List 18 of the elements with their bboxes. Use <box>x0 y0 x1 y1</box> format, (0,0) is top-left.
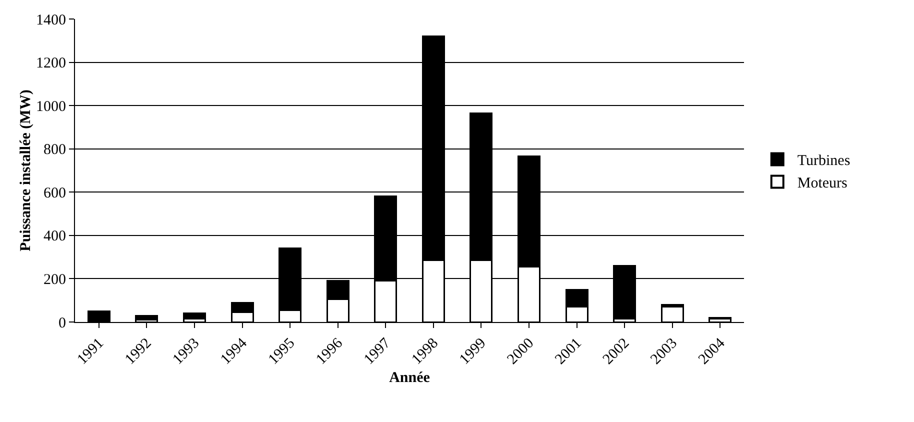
x-tick-label: 2001 <box>552 335 585 368</box>
y-tick-label: 600 <box>44 185 66 202</box>
y-tick-label: 400 <box>44 228 66 245</box>
x-tick-label: 1999 <box>456 335 490 368</box>
bar <box>182 312 206 320</box>
y-tick-label: 1000 <box>36 98 66 115</box>
y-tick-label: 0 <box>58 315 66 332</box>
legend-label: Turbines <box>797 153 850 170</box>
x-tick-label: 1992 <box>122 335 155 368</box>
y-axis-title: Puissance installée (MW) <box>18 90 34 252</box>
y-tick-label: 800 <box>44 142 66 158</box>
y-tick-label: 1200 <box>36 56 66 72</box>
y-tick-label: 200 <box>44 272 66 288</box>
legend-label: Moteurs <box>797 176 848 192</box>
x-tick-label: 1991 <box>74 335 108 368</box>
y-tick-label: 1400 <box>36 12 66 28</box>
x-axis-title: Année <box>389 370 430 386</box>
x-tick-label: 1993 <box>170 335 203 368</box>
